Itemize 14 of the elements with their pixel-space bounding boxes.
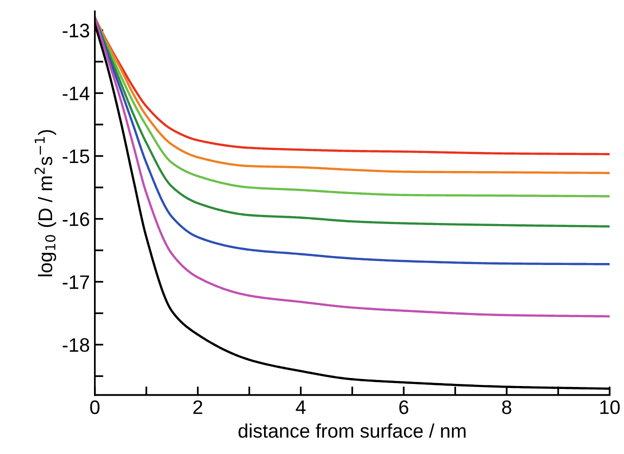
x-tick-label: 2 <box>193 400 202 414</box>
y-tick-label: -13 <box>62 24 90 38</box>
y-tick-label: -17 <box>62 275 90 289</box>
y-tick-label: -14 <box>62 86 90 100</box>
x-tick-label: 4 <box>296 400 306 414</box>
x-axis-title: distance from surface / nm <box>238 424 466 438</box>
y-tick-label: -18 <box>62 338 90 352</box>
y-axis-title: log$_{10}$ (D / m$^{2}$s$^{−1}$) <box>34 130 56 276</box>
x-tick-label: 8 <box>502 400 512 414</box>
y-tick-label: -16 <box>62 212 90 226</box>
x-tick-label: 6 <box>399 400 408 414</box>
x-tick-label: 10 <box>600 400 620 414</box>
x-tick-label: 0 <box>90 400 100 414</box>
y-tick-label: -15 <box>62 150 90 164</box>
